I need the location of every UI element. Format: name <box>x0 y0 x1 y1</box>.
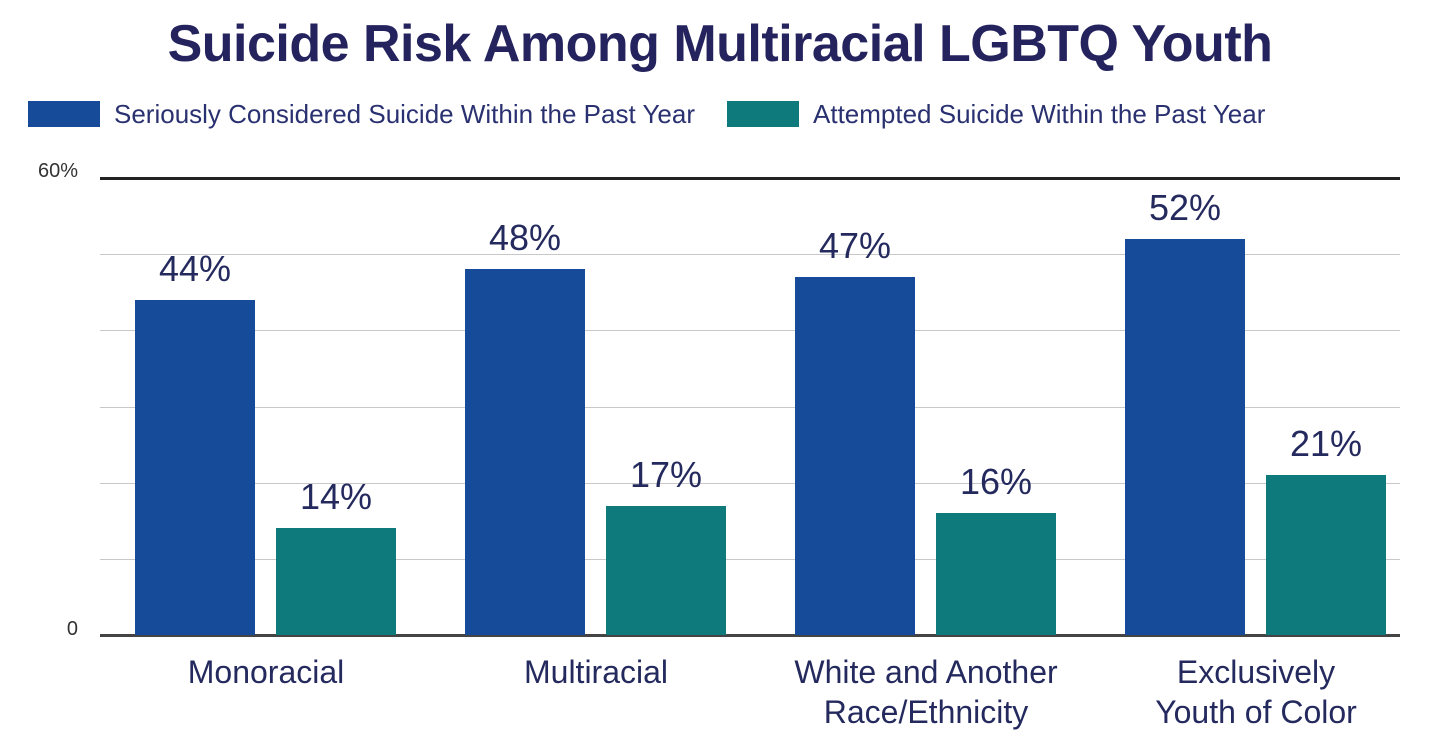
x-axis-line <box>100 634 1400 637</box>
legend-label-attempted: Attempted Suicide Within the Past Year <box>813 98 1266 129</box>
category-line2: Youth of Color <box>1155 694 1357 730</box>
bar-value-label: 48% <box>488 217 562 259</box>
category-label-exclusively-youth-of-color: Exclusively Youth of Color <box>1096 652 1416 732</box>
axis-top-line <box>100 177 1400 180</box>
legend-item-attempted: Attempted Suicide Within the Past Year <box>727 99 1265 130</box>
y-tick-bottom: 0 <box>66 618 78 640</box>
legend-label-considered: Seriously Considered Suicide Within the … <box>114 98 695 129</box>
bar-value-label: 44% <box>158 247 232 289</box>
bar-considered <box>135 299 255 635</box>
legend-item-considered: Seriously Considered Suicide Within the … <box>28 99 695 130</box>
bar-considered <box>465 269 585 635</box>
bar-considered <box>795 277 915 635</box>
bar-attempted <box>936 513 1056 635</box>
bar-attempted <box>1266 475 1386 635</box>
legend: Seriously Considered Suicide Within the … <box>28 96 1297 132</box>
legend-swatch-attempted <box>727 101 799 127</box>
category-line1: White and Another <box>794 654 1058 690</box>
category-label-white-and-another: White and Another Race/Ethnicity <box>766 652 1086 732</box>
bar-value-label: 16% <box>959 461 1033 503</box>
category-line1: Monoracial <box>187 654 345 690</box>
category-line1: Exclusively <box>1176 654 1336 690</box>
gridline <box>100 254 1400 256</box>
category-line2: Race/Ethnicity <box>823 694 1029 730</box>
legend-swatch-considered <box>28 101 100 127</box>
bar-value-label: 14% <box>299 476 373 518</box>
bar-value-label: 21% <box>1289 423 1363 465</box>
gridline <box>100 558 1400 560</box>
bar-value-label: 52% <box>1148 186 1222 228</box>
bar-value-label: 17% <box>629 453 703 495</box>
category-line1: Multiracial <box>523 654 669 690</box>
bar-considered <box>1125 238 1245 635</box>
bar-attempted <box>606 505 726 635</box>
y-tick-top: 60% <box>37 160 78 182</box>
category-label-multiracial: Multiracial <box>436 652 756 692</box>
gridline <box>100 482 1400 484</box>
gridline <box>100 330 1400 332</box>
category-label-monoracial: Monoracial <box>106 652 426 692</box>
chart-title: Suicide Risk Among Multiracial LGBTQ You… <box>167 15 1273 73</box>
gridline <box>100 406 1400 408</box>
bar-value-label: 47% <box>818 225 892 267</box>
bar-attempted <box>276 528 396 635</box>
